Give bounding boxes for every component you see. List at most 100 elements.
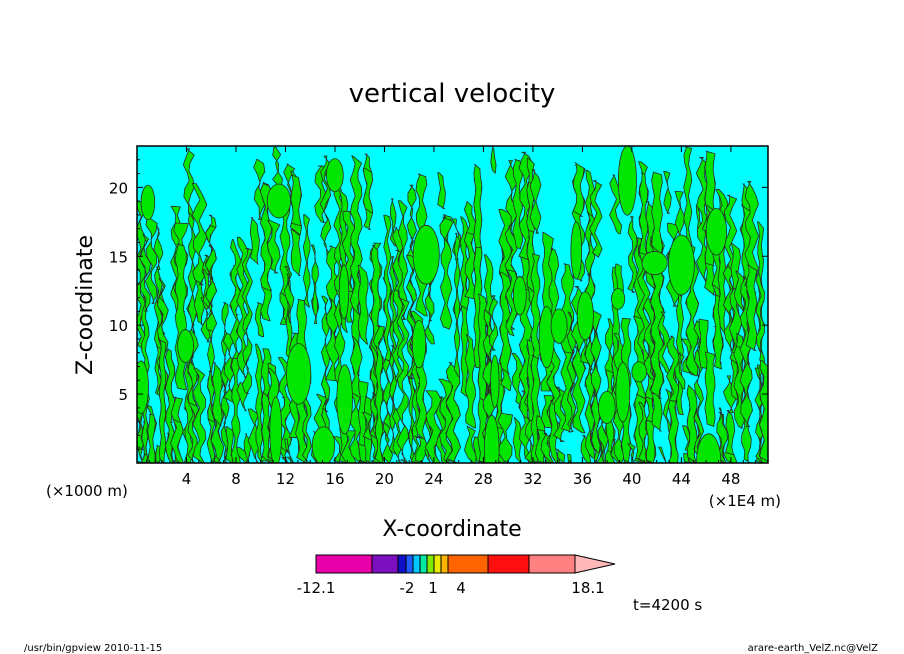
- y-tick-label: 10: [109, 317, 128, 335]
- field-contour: [529, 169, 542, 234]
- field-contour: [286, 343, 312, 405]
- field-contour: [464, 425, 477, 463]
- field-contour: [286, 456, 295, 463]
- x-tick-label: 24: [424, 470, 443, 488]
- field-contour: [512, 159, 524, 250]
- field-contour: [464, 334, 477, 429]
- field-contour: [153, 225, 164, 270]
- x-tick-label: 20: [375, 470, 394, 488]
- colorbar-segment: [447, 554, 489, 574]
- x-tick-label: 4: [182, 470, 192, 488]
- field-contour: [631, 361, 648, 383]
- field-contour: [658, 446, 667, 463]
- field-contour: [140, 184, 156, 221]
- field-contour: [283, 266, 295, 323]
- field-contour: [187, 361, 198, 406]
- footer-right: arare-earth_VelZ.nc@VelZ: [748, 643, 879, 654]
- x-tick-label: 12: [276, 470, 295, 488]
- field-contour: [696, 433, 722, 463]
- field-contour: [445, 362, 461, 463]
- field-contour: [686, 384, 698, 463]
- velocity-field: [137, 146, 768, 463]
- field-contour: [560, 263, 575, 354]
- field-contour: [192, 367, 207, 463]
- colorbar-segment: [419, 554, 428, 574]
- field-contour: [611, 288, 626, 310]
- field-contour: [641, 250, 668, 276]
- field-contour: [284, 438, 295, 463]
- field-contour: [158, 340, 167, 463]
- field-contour: [453, 233, 461, 378]
- colorbar-segment: [371, 554, 399, 574]
- colorbar-tick-label: 18.1: [571, 579, 604, 597]
- field-contour: [435, 396, 448, 463]
- field-contour: [141, 405, 150, 456]
- field-contour: [668, 234, 695, 296]
- field-contour: [555, 448, 566, 463]
- field-contour: [505, 269, 518, 337]
- colorbar-segment: [397, 554, 407, 574]
- field-contour: [290, 174, 302, 226]
- field-contour: [164, 348, 176, 463]
- field-contour: [722, 452, 738, 463]
- field-contour: [362, 411, 374, 441]
- x-tick-label: 40: [622, 470, 641, 488]
- field-contour: [389, 198, 397, 247]
- colorbar-tick-label: 4: [456, 579, 466, 597]
- field-contour: [137, 360, 149, 414]
- colorbar-segment: [528, 554, 576, 574]
- field-contour: [357, 265, 369, 345]
- field-contour: [538, 306, 555, 369]
- colorbar-tick-label: -2: [400, 579, 415, 597]
- x-tick-label: 48: [721, 470, 740, 488]
- field-contour: [170, 418, 184, 463]
- x-tick-label: 44: [672, 470, 691, 488]
- colorbar-segment: [405, 554, 414, 574]
- colorbar-segment: [440, 554, 449, 574]
- field-contour: [693, 409, 705, 463]
- field-contour: [627, 216, 638, 293]
- field-contour: [576, 291, 594, 341]
- field-contour: [483, 414, 500, 463]
- field-contour: [649, 246, 664, 399]
- x-unit-right: (×1E4 m): [709, 492, 781, 510]
- field-contour: [241, 248, 253, 395]
- field-contour: [570, 221, 583, 280]
- field-contour: [550, 308, 568, 344]
- field-contour: [745, 264, 758, 351]
- y-axis-ticks: 5 10 15 20: [109, 159, 768, 450]
- field-contour: [396, 298, 410, 463]
- field-contour: [627, 443, 636, 463]
- x-tick-label: 8: [231, 470, 241, 488]
- field-contour: [704, 351, 716, 428]
- colorbar-tick-labels: -12.1 -2 1 4 18.1: [297, 579, 605, 597]
- x-tick-label: 36: [573, 470, 592, 488]
- field-contour: [497, 412, 514, 463]
- field-contour: [759, 360, 768, 463]
- field-contour: [405, 254, 418, 379]
- field-contour: [336, 364, 353, 435]
- field-contour: [397, 200, 409, 320]
- field-contour: [512, 275, 527, 316]
- y-tick-label: 15: [109, 248, 128, 266]
- field-contour: [144, 217, 158, 304]
- field-contour: [598, 391, 616, 424]
- field-contour: [338, 264, 350, 320]
- colorbar-arrow: [574, 554, 616, 574]
- field-contour: [388, 345, 398, 455]
- field-contour: [212, 362, 223, 427]
- field-contour: [439, 216, 454, 247]
- field-contour: [490, 354, 500, 408]
- field-contour: [715, 407, 729, 463]
- field-contour: [290, 229, 302, 277]
- field-contour: [222, 332, 237, 403]
- field-contour: [645, 420, 656, 463]
- y-tick-label: 5: [118, 386, 128, 404]
- colorbar-tick-label: -12.1: [297, 579, 336, 597]
- field-contour: [261, 391, 271, 463]
- field-contour: [548, 400, 559, 463]
- field-contour: [615, 362, 631, 423]
- x-unit-left: (×1000 m): [46, 482, 128, 500]
- x-tick-label: 28: [474, 470, 493, 488]
